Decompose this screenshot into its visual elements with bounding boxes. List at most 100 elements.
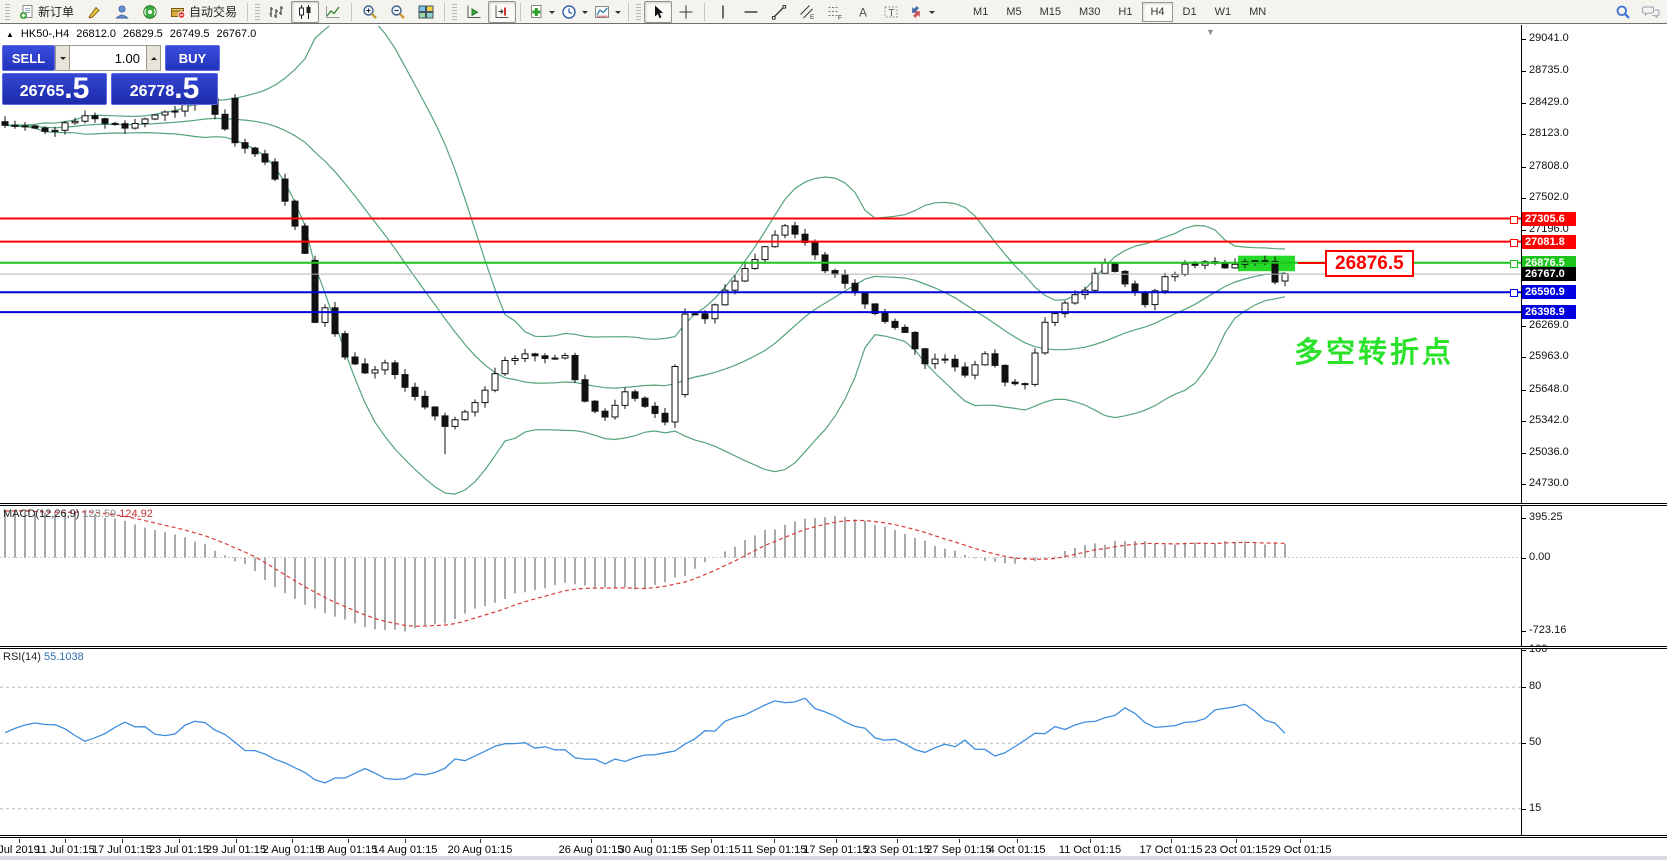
trendline-button[interactable] [765, 1, 793, 23]
rsi-panel-canvas[interactable] [0, 649, 1521, 837]
y-axis-label: 26269.0 [1529, 319, 1569, 331]
autotrading-button[interactable]: 自动交易 [164, 1, 243, 23]
time-axis-tickmark [897, 839, 898, 843]
chat-button[interactable] [1637, 1, 1665, 23]
line-chart-button[interactable] [319, 1, 347, 23]
toolbar-grip[interactable] [5, 3, 10, 20]
toolbar-grip[interactable] [452, 3, 458, 20]
indicators-button[interactable] [525, 1, 558, 23]
line-handle[interactable] [1510, 260, 1518, 268]
zoom-out-button[interactable] [384, 1, 412, 23]
chart-shift-icon [494, 4, 510, 20]
templates-button[interactable] [591, 1, 624, 23]
timeframe-h1-button[interactable]: H1 [1118, 5, 1133, 18]
timeframe-m5-button[interactable]: M5 [1006, 5, 1022, 18]
timeframe-w1-button[interactable]: W1 [1214, 5, 1232, 18]
text-label-button[interactable]: T [877, 1, 905, 23]
dropdown-caret-icon [549, 10, 556, 17]
sell-price-display[interactable]: 26765.5 [2, 73, 107, 105]
y-axis-tickmark [1521, 453, 1526, 454]
timeframe-h4-button[interactable]: H4 [1142, 1, 1173, 22]
volume-input[interactable]: 1.00 [70, 45, 146, 71]
text-button[interactable]: A [849, 1, 877, 23]
autotrading-label: 自动交易 [189, 5, 238, 19]
time-axis-tickmark [19, 839, 20, 843]
cursor-button[interactable] [644, 0, 673, 23]
volume-increase-button[interactable] [146, 45, 161, 71]
toolbar-grip[interactable] [636, 3, 642, 20]
y-axis-tickmark [1521, 484, 1526, 485]
time-axis-tickmark [236, 839, 237, 843]
timeframe-m1-button[interactable]: M1 [973, 5, 989, 18]
auto-scroll-button[interactable] [460, 1, 488, 23]
vertical-line-icon [715, 4, 731, 20]
macd-panel-canvas[interactable] [0, 506, 1521, 646]
panel-separator [0, 835, 1667, 838]
line-chart-icon [325, 4, 341, 20]
collapse-marker-icon[interactable]: ▲ [6, 29, 14, 39]
toolbar-grip[interactable] [255, 3, 261, 20]
vertical-line-button[interactable] [709, 1, 737, 23]
broadcast-icon [142, 4, 158, 20]
bar-chart-button[interactable] [263, 1, 291, 23]
chart-shift-marker-icon[interactable]: ▼ [1206, 27, 1215, 37]
buy-price-display[interactable]: 26778.5 [111, 73, 218, 105]
chart-annotation-text[interactable]: 多空转折点 [1294, 337, 1455, 369]
zoom-in-button[interactable] [356, 1, 384, 23]
ohlc-low: 26749.5 [169, 28, 210, 40]
fibonacci-button[interactable]: F [821, 1, 849, 23]
panel-separator[interactable] [0, 503, 1667, 506]
rsi-axis-tickmark [1521, 687, 1526, 688]
news-button[interactable] [136, 1, 164, 23]
new-order-button[interactable]: 新订单 [13, 1, 80, 23]
timeframe-m30-button[interactable]: M30 [1079, 5, 1101, 18]
chart-shift-button[interactable] [488, 0, 517, 23]
line-handle[interactable] [1510, 239, 1518, 247]
status-bar [0, 856, 1667, 860]
y-axis-tickmark [1521, 198, 1526, 199]
price-callout-label[interactable]: 26876.5 [1325, 250, 1414, 277]
price-callout-connector [1298, 262, 1325, 264]
time-axis-label: 29 Oct 01:15 [1268, 844, 1332, 856]
sell-price-int: 26765 [19, 83, 65, 100]
line-handle[interactable] [1510, 289, 1518, 297]
timeframe-m15-button[interactable]: M15 [1039, 5, 1061, 18]
buy-button[interactable]: BUY [165, 45, 220, 71]
panel-separator[interactable] [0, 646, 1667, 649]
search-button[interactable] [1609, 1, 1637, 23]
time-axis-tickmark [774, 839, 775, 843]
crosshair-button[interactable] [672, 1, 700, 23]
time-axis[interactable]: Jul 2019 11 Jul 01:15 17 Jul 01:15 23 Jul 0… [0, 838, 1521, 857]
sell-button[interactable]: SELL [2, 45, 55, 71]
periods-button[interactable] [558, 1, 591, 23]
timeframe-mn-button[interactable]: MN [1249, 5, 1267, 18]
candlestick-chart-button[interactable] [291, 0, 320, 23]
channel-button[interactable]: E [793, 1, 821, 23]
time-axis-label: 20 Aug 01:15 [447, 844, 513, 856]
zoom-in-icon [362, 4, 378, 20]
rsi-axis-tickmark [1521, 650, 1526, 651]
community-button[interactable] [108, 1, 136, 23]
timeframe-d1-button[interactable]: D1 [1182, 5, 1197, 18]
time-axis-tickmark [348, 839, 349, 843]
tile-windows-button[interactable] [412, 1, 440, 23]
main-chart-canvas[interactable] [0, 26, 1521, 503]
arrows-button[interactable] [905, 1, 938, 23]
new-order-label: 新订单 [38, 5, 75, 19]
price-badge: 26876.5 [1522, 256, 1576, 270]
buy-price-int: 26778 [129, 83, 175, 100]
time-axis-tickmark [1017, 839, 1018, 843]
horizontal-line-button[interactable] [737, 1, 765, 23]
time-axis-label: 23 Oct 01:15 [1204, 844, 1268, 856]
line-handle[interactable] [1510, 216, 1518, 224]
time-axis-label: 2 Aug 01:15 [262, 844, 322, 856]
volume-decrease-button[interactable] [55, 45, 70, 71]
time-axis-label: 5 Sep 01:15 [681, 844, 741, 856]
macd-axis-tickmark [1521, 631, 1526, 632]
time-axis-tickmark [651, 839, 652, 843]
price-axis-line [1521, 25, 1522, 838]
bollinger-band [4, 117, 1286, 389]
text-label-icon: T [883, 4, 899, 20]
metaeditor-button[interactable] [80, 1, 108, 23]
